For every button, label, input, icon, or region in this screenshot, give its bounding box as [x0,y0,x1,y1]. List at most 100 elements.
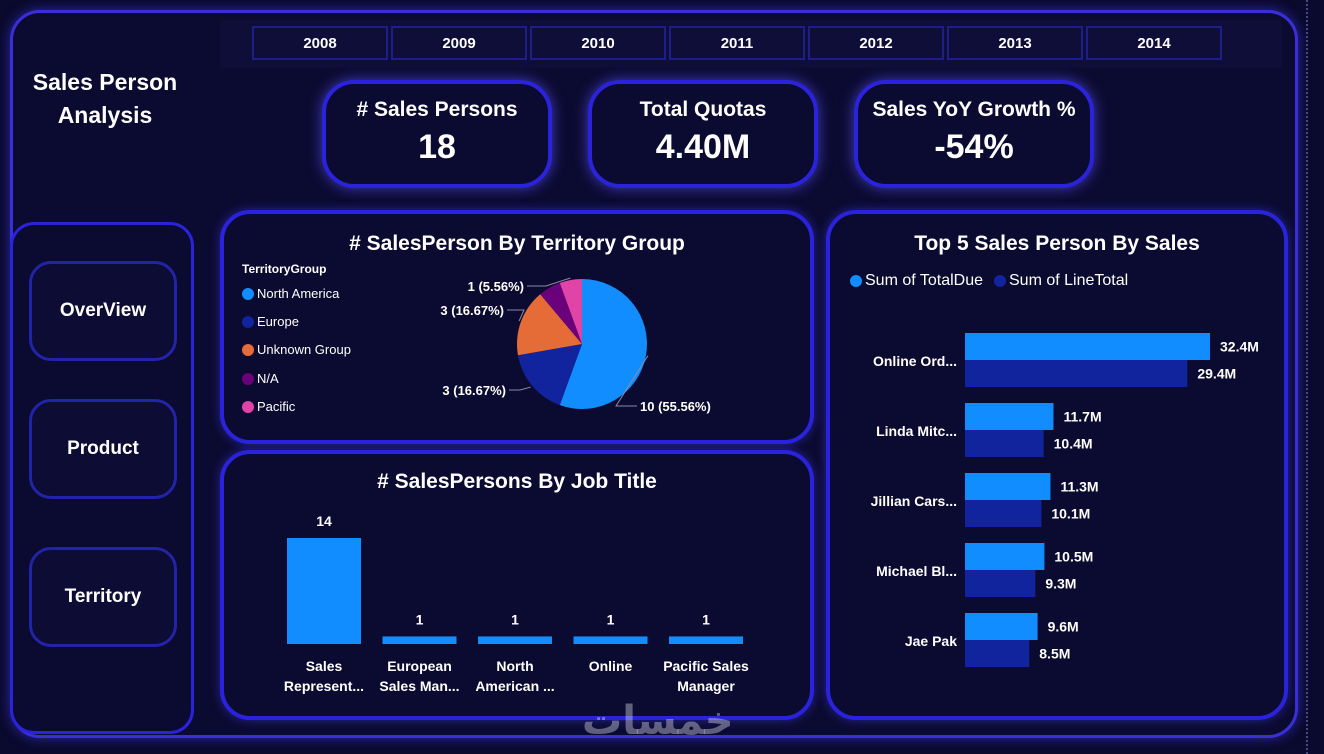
nav-button-overview[interactable]: OverView [29,261,177,361]
sales-value-label: 10.1M [1051,506,1090,522]
legend-label: Sum of TotalDue [865,272,983,289]
legend-label: Europe [257,314,299,329]
job-title-category-label: Sales Man... [379,678,459,694]
kpi-value: 4.40M [655,128,751,166]
job-title-value-label: 1 [607,611,615,627]
job-title-value-label: 1 [702,611,710,627]
job-title-category-label: North [496,658,533,674]
pie-slice[interactable] [517,294,582,356]
legend-label: Pacific [257,399,296,414]
job-title-bar-chart: 14 Sales Represent... 1 European Sales Man...… [284,513,749,694]
kpi-label: Total Quotas [639,98,767,121]
legend-item[interactable]: N/A [242,371,279,386]
kpi-value: 18 [418,128,456,166]
legend-item[interactable]: Pacific [242,399,295,414]
legend-dot [242,315,254,328]
legend-label: Sum of LineTotal [1009,272,1129,289]
sales-bar[interactable] [965,473,1051,500]
legend-label: North America [257,286,340,301]
job-title-category-label: European [387,658,452,674]
sales-value-label: 10.4M [1054,436,1093,452]
job-title-bar[interactable] [478,636,552,644]
salesperson-label: Jae Pak [905,633,957,649]
legend-dot [994,275,1006,287]
sales-bar[interactable] [965,403,1054,430]
legend-label: N/A [257,371,279,386]
job-title-value-label: 1 [511,611,519,627]
pie-slice[interactable] [559,279,582,344]
legend-dot [242,287,254,300]
year-button-2012[interactable]: 2012 [808,26,944,60]
pie-data-label: 10 (55.56%) [640,399,711,414]
pie-chart: 10 (55.56%) 3 (16.67%) 3 (16.67%) 1 (5.56%) [440,277,711,414]
territory-pie-panel: # SalesPerson By Territory Group Territo… [220,210,814,444]
year-button-2009[interactable]: 2009 [391,26,527,60]
sales-bar[interactable] [965,430,1044,457]
legend-label: Unknown Group [257,342,351,357]
kpi-card-total-quotas: Total Quotas 4.40M [588,80,818,188]
job-title-bar[interactable] [573,636,648,644]
page-title: Sales Person Analysis [32,69,178,128]
pie-slice[interactable] [517,344,582,406]
sales-value-label: 11.3M [1060,479,1098,495]
pie-data-label: 3 (16.67%) [440,303,504,318]
job-title-category-label: Online [589,658,633,674]
pie-slice[interactable] [559,279,647,409]
legend-item[interactable]: Sum of LineTotal [994,272,1128,290]
kpi-label: # Sales Persons [356,98,518,121]
job-title-bar[interactable] [287,538,361,644]
sales-value-label: 9.6M [1048,619,1079,635]
legend-dot [242,372,254,385]
sales-bar[interactable] [965,333,1210,360]
job-title-category-label: Manager [677,678,735,694]
kpi-label: Sales YoY Growth % [872,98,1076,121]
year-button-2011[interactable]: 2011 [669,26,805,60]
year-button-2008[interactable]: 2008 [252,26,388,60]
job-title-value-label: 1 [416,611,424,627]
year-button-2010[interactable]: 2010 [530,26,666,60]
pie-leader-line [507,309,525,322]
legend-item[interactable]: Unknown Group [242,342,351,357]
nav-button-product[interactable]: Product [29,399,177,499]
sales-bar[interactable] [965,500,1042,527]
sales-bar[interactable] [965,640,1030,667]
sales-value-label: 10.5M [1054,549,1093,565]
job-title-category-label: Pacific Sales [663,658,749,674]
salesperson-label: Online Ord... [873,353,957,369]
legend-dot [242,400,254,413]
legend-item[interactable]: North America [242,286,339,301]
sales-bar[interactable] [965,613,1038,640]
job-title-category-label: Represent... [284,678,364,694]
legend-dot [242,343,254,356]
legend-item[interactable]: Europe [242,314,299,329]
sales-bar[interactable] [965,360,1188,387]
salesperson-label: Michael Bl... [876,563,957,579]
sales-bar[interactable] [965,543,1045,570]
year-slicer: 2008 2009 2010 2011 2012 2013 2014 [220,20,1282,68]
sales-value-label: 8.5M [1039,646,1070,662]
pie-leader-line [615,355,649,407]
pie-leader-line [527,277,571,287]
chart-title: Top 5 Sales Person By Sales [914,232,1200,255]
sales-bar[interactable] [965,570,1036,597]
pie-leader-line [509,386,531,391]
watermark-logo: خمسات [582,698,734,744]
job-title-bar[interactable] [669,636,743,644]
year-button-2013[interactable]: 2013 [947,26,1083,60]
kpi-value: -54% [934,128,1014,166]
legend-item[interactable]: Sum of TotalDue [850,272,983,290]
sales-value-label: 9.3M [1045,576,1076,592]
job-title-value-label: 14 [316,513,332,529]
sales-value-label: 32.4M [1220,339,1259,355]
job-title-category-label: Sales [306,658,343,674]
nav-button-territory[interactable]: Territory [29,547,177,647]
job-title-category-label: American ... [475,678,554,694]
job-title-bar-panel: # SalesPersons By Job Title 14 Sales Repre… [220,450,814,720]
salesperson-label: Linda Mitc... [876,423,957,439]
pie-slice[interactable] [540,282,582,344]
kpi-card-yoy-growth: Sales YoY Growth % -54% [854,80,1094,188]
year-button-2014[interactable]: 2014 [1086,26,1222,60]
pie-data-label: 3 (16.67%) [442,383,506,398]
sales-value-label: 29.4M [1197,366,1236,382]
job-title-bar[interactable] [382,636,457,644]
